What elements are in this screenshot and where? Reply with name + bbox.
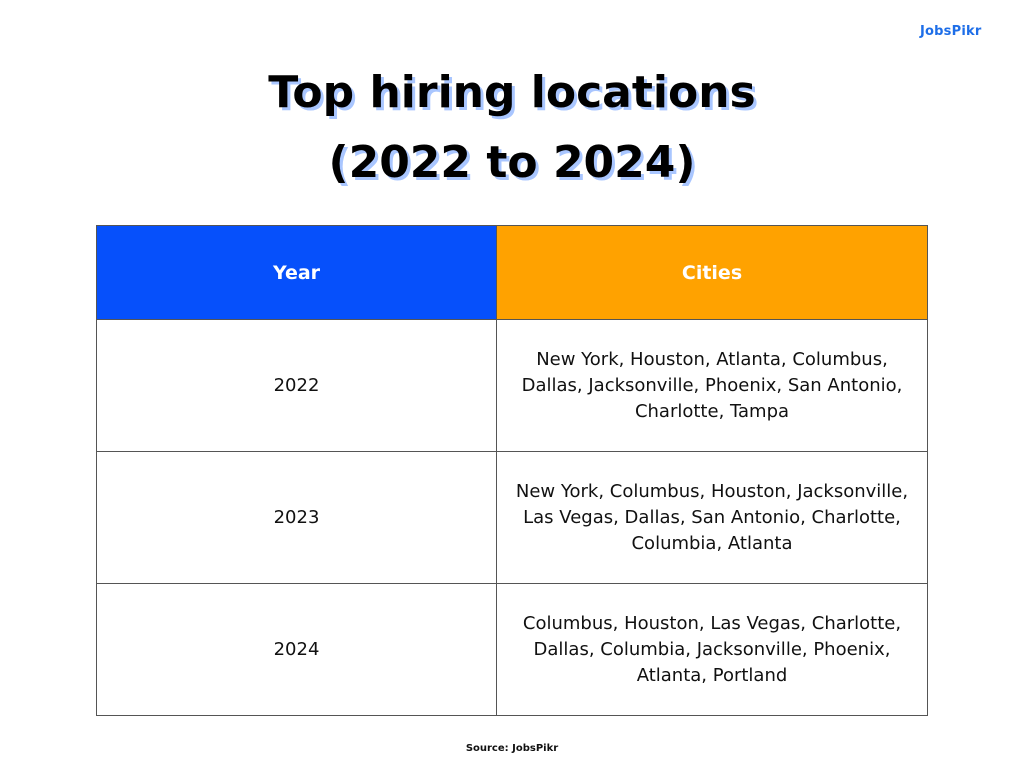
year-cell: 2024 <box>96 583 497 716</box>
title-line-2: (2022 to 2024) <box>328 137 696 188</box>
title-line-1: Top hiring locations <box>268 67 756 118</box>
page-title: Top hiring locations (2022 to 2024) <box>0 58 1024 198</box>
year-cell: 2023 <box>96 451 497 584</box>
header-cities: Cities <box>496 225 928 320</box>
source-note: Source: JobsPikr <box>465 743 559 754</box>
cities-cell: New York, Houston, Atlanta, Columbus, Da… <box>496 319 928 452</box>
year-cell: 2022 <box>96 319 497 452</box>
table-row: 2022 New York, Houston, Atlanta, Columbu… <box>96 319 928 452</box>
cities-cell: New York, Columbus, Houston, Jacksonvill… <box>496 451 928 584</box>
cities-cell: Columbus, Houston, Las Vegas, Charlotte,… <box>496 583 928 716</box>
header-year: Year <box>96 225 497 320</box>
jobspikr-logo: JobsPikr <box>920 24 982 39</box>
hiring-locations-table: Year Cities 2022 New York, Houston, Atla… <box>96 225 928 716</box>
table-row: 2024 Columbus, Houston, Las Vegas, Charl… <box>96 583 928 716</box>
table-row: 2023 New York, Columbus, Houston, Jackso… <box>96 451 928 584</box>
table-header-row: Year Cities <box>96 225 928 320</box>
